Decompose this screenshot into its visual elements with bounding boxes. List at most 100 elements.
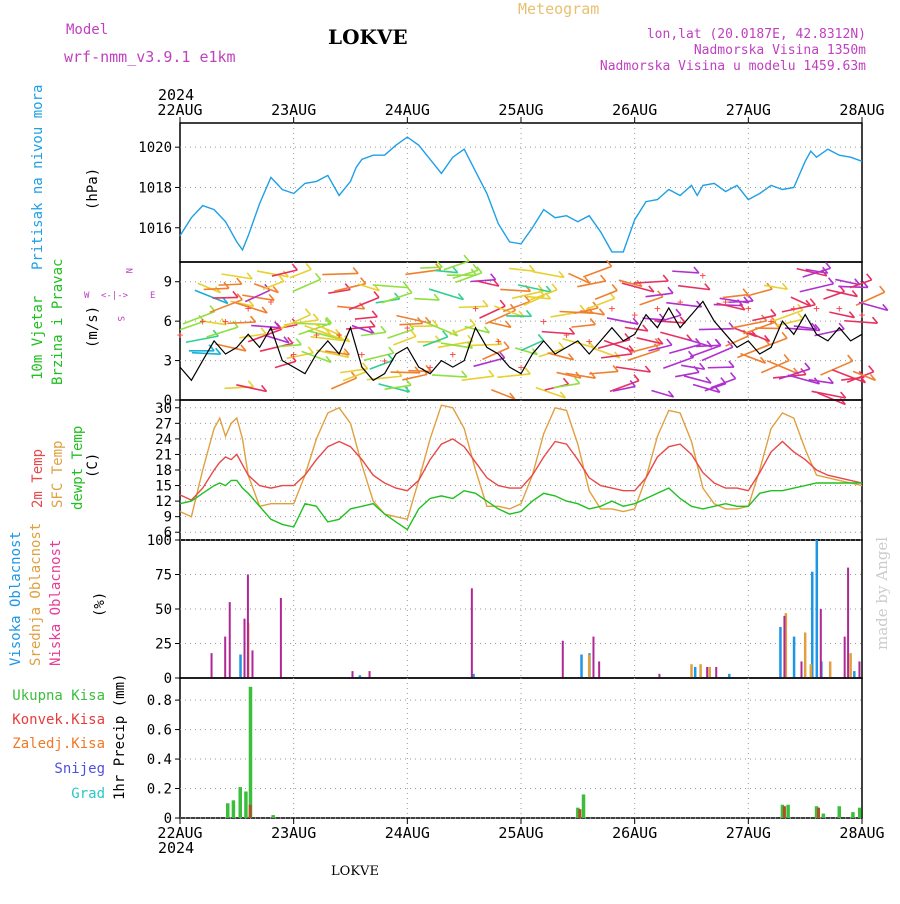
wind-barb	[396, 316, 430, 324]
precip-convective-bar	[249, 805, 252, 818]
gust-marker: +	[859, 309, 866, 322]
top-day-label: 27AUG	[726, 101, 771, 119]
low-cloud-bar	[820, 609, 822, 678]
temp-label-2m: 2m Temp	[30, 449, 46, 508]
low-cloud-bar	[783, 616, 785, 678]
low-cloud-bar	[224, 637, 226, 678]
wind-barb	[583, 266, 611, 276]
wind-barb	[622, 283, 654, 292]
low-cloud-bar	[847, 568, 849, 678]
high-cloud-bar	[853, 671, 856, 678]
wind-barb	[435, 270, 458, 272]
low-cloud-bar	[706, 667, 708, 678]
wind-barb-feather	[668, 287, 673, 293]
cloud-label-low: Niska Oblacnost	[48, 540, 64, 666]
wind-barb	[497, 374, 530, 377]
low-cloud-bar	[844, 637, 846, 678]
lonlat-label: lon,lat (20.0187E, 42.8312N)	[647, 27, 866, 42]
wind-barb-feather	[504, 342, 509, 348]
wind-barb-feather	[251, 316, 256, 322]
mid-cloud-bar	[810, 664, 813, 678]
elevation-label: Nadmorska Visina 1350m	[694, 43, 866, 58]
precip-convective-bar	[783, 806, 786, 818]
high-cloud-bar	[811, 572, 814, 678]
precip-ytick-label: 0.8	[147, 693, 172, 709]
cloud-ytick-label: 100	[147, 533, 172, 549]
cloud-label-mid: Srednja Oblacnost	[28, 523, 44, 666]
wind-barb	[471, 280, 496, 282]
wind-barb	[213, 297, 238, 298]
low-cloud-bar	[211, 653, 213, 678]
wind-barb	[207, 327, 238, 337]
wind-barb-feather	[483, 300, 488, 306]
mid-cloud-bar	[804, 632, 807, 678]
gust-marker: +	[245, 302, 252, 315]
top-day-label: 25AUG	[498, 101, 543, 119]
wind-barb	[474, 358, 505, 366]
top-day-label: 23AUG	[271, 101, 316, 119]
wind-barb-feather	[527, 310, 532, 316]
low-cloud-bar	[369, 671, 371, 678]
gust-marker: +	[790, 302, 797, 315]
model-label: Model	[66, 22, 108, 38]
compass-south: S	[115, 316, 125, 321]
mid-cloud-bar	[708, 667, 711, 678]
pressure-ytick-label: 1020	[138, 140, 172, 156]
wind-barb	[402, 374, 427, 380]
wind-barb	[669, 344, 700, 353]
compass-arrows: <-|->	[101, 291, 129, 301]
gust-marker: +	[518, 361, 525, 374]
wind-barb-feather	[743, 289, 748, 295]
bottom-day-label: 22AUG	[157, 824, 202, 842]
precip-total-bar	[232, 800, 236, 818]
wind-barb-feather	[552, 284, 557, 290]
gust-marker: +	[813, 302, 820, 315]
low-cloud-bar	[229, 602, 231, 678]
credit-watermark: made by Angel	[873, 537, 891, 650]
temp-unit: (C)	[85, 453, 101, 478]
wind-barb-feather	[500, 300, 505, 306]
wind-barb-feather	[237, 278, 242, 284]
wind-barb	[296, 323, 331, 324]
wind-barb-feather	[538, 334, 543, 340]
wind-barb	[432, 375, 467, 377]
gust-marker: +	[268, 295, 275, 308]
low-cloud-bar	[800, 661, 802, 678]
precip-ytick-label: 0.4	[147, 752, 172, 768]
wind-barb	[195, 290, 228, 303]
wind-barb-feather	[389, 347, 394, 353]
wind-barb-feather	[601, 275, 606, 281]
gust-marker: +	[631, 309, 638, 322]
gust-marker: +	[586, 335, 593, 348]
model-elevation-label: Nadmorska Visina u modelu 1459.63m	[600, 59, 866, 74]
precip-total-bar	[822, 814, 826, 818]
wind-barb	[577, 281, 605, 287]
wind-barb	[373, 285, 408, 288]
wind-barb	[616, 367, 651, 372]
bottom-day-label: 23AUG	[271, 824, 316, 842]
cloud-ytick-label: 25	[155, 637, 172, 653]
wind-barb-feather	[782, 332, 787, 338]
top-day-label: 24AUG	[385, 101, 430, 119]
low-cloud-bar	[244, 619, 246, 678]
mid-cloud-bar	[690, 664, 693, 678]
high-cloud-bar	[793, 637, 796, 678]
low-cloud-bar	[471, 588, 473, 678]
wind-barb-feather	[729, 361, 734, 367]
wind-label-1: 10m Vjetar	[30, 296, 46, 380]
temp-ytick-label: 18	[155, 463, 172, 479]
wind-barb-feather	[353, 267, 358, 273]
wind-barb	[571, 325, 595, 328]
wind-barb	[500, 289, 530, 291]
wind-barb-feather	[313, 314, 318, 320]
wind-barb	[414, 299, 439, 301]
wind-barb	[708, 367, 734, 368]
wind-barb-feather	[261, 328, 266, 334]
wind-barb	[391, 372, 420, 373]
compass-north: N	[123, 268, 133, 273]
precip-total-bar	[858, 808, 862, 818]
footer-station: LOKVE	[331, 864, 379, 879]
wind-barb	[227, 322, 255, 323]
wind-barb	[684, 376, 711, 383]
